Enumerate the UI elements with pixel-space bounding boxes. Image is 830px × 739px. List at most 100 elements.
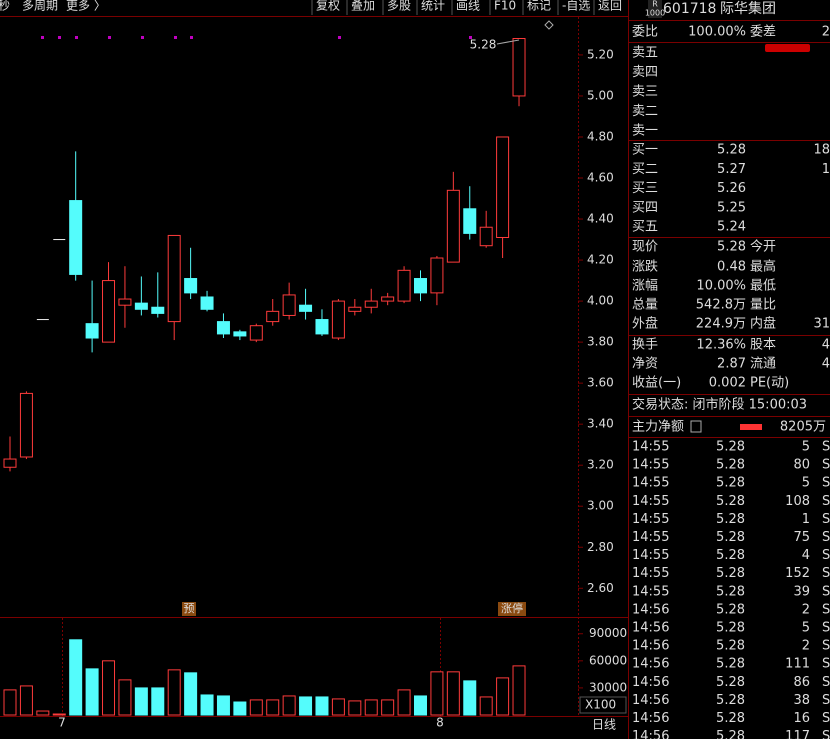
quote-cell: 5.27 xyxy=(717,162,746,177)
quote-cell: 买五 xyxy=(632,220,658,235)
y-tick-label: 4.40 xyxy=(587,212,614,226)
quote-cell: 5.28 xyxy=(716,566,745,581)
quote-cell: 5.25 xyxy=(717,200,746,215)
quote-cell: 内盘 xyxy=(750,316,776,332)
y-tick-label: 3.40 xyxy=(587,417,614,431)
quote-cell: 14:56 xyxy=(632,693,669,708)
quote-cell: 108 xyxy=(785,494,810,509)
quote-cell: 买一 xyxy=(632,143,658,158)
y-tick-label: 3.20 xyxy=(587,458,614,472)
quote-cell: 100.00% xyxy=(688,25,746,40)
quote-cell: 换手 xyxy=(632,338,658,353)
quote-cell: S xyxy=(822,476,830,491)
volume-bar xyxy=(414,695,427,716)
quote-cell: 75 xyxy=(793,530,810,545)
volume-bar xyxy=(299,696,313,716)
quote-cell: 股本 xyxy=(750,338,776,353)
volume-bar xyxy=(118,679,132,716)
volume-bar xyxy=(184,672,198,716)
quote-cell: S xyxy=(822,621,830,636)
quote-cell: 5.28 xyxy=(716,693,745,708)
quote-cell: S xyxy=(822,530,830,545)
candle-body xyxy=(331,300,345,339)
quote-cell: 5.28 xyxy=(716,675,745,690)
quote-cell: S xyxy=(822,584,830,599)
period-button[interactable]: 日线 xyxy=(592,718,616,732)
quote-cell: 买三 xyxy=(632,181,658,196)
toolbar-button[interactable]: 画线 xyxy=(456,0,480,13)
quote-cell: 39 xyxy=(793,584,810,599)
toolbar-item[interactable]: 更多 〉 xyxy=(66,0,106,13)
y-tick-label: 5.20 xyxy=(587,47,614,61)
candle-body xyxy=(19,392,33,458)
candle-body xyxy=(266,310,280,323)
quote-cell: 31 xyxy=(813,317,830,332)
flow-bar xyxy=(740,424,762,430)
volume-bar xyxy=(36,710,50,716)
quote-cell: 14:56 xyxy=(632,711,669,726)
quote-cell: 5.28 xyxy=(716,530,745,545)
quote-cell: 14:56 xyxy=(632,639,669,654)
volume-bar xyxy=(167,669,181,716)
y-tick-label: 2.60 xyxy=(587,581,614,595)
badge-sub: 1000 xyxy=(645,9,665,18)
quote-cell: 5.28 xyxy=(716,711,745,726)
toolbar-button[interactable]: 统计 xyxy=(421,0,445,13)
quote-cell: S xyxy=(822,693,830,708)
quote-cell: 委差 xyxy=(750,25,776,40)
toolbar-item[interactable]: 多周期 xyxy=(22,0,58,13)
toolbar-button[interactable]: 叠加 xyxy=(351,0,375,13)
unit-label: X100 xyxy=(585,698,616,712)
quote-cell: 1 xyxy=(802,512,810,527)
volume-bar xyxy=(102,660,116,716)
toolbar-button[interactable]: 多股 xyxy=(387,0,411,13)
candle-body xyxy=(512,38,526,97)
signal-dots xyxy=(41,36,472,39)
quote-cell: S xyxy=(822,602,830,617)
candle-body xyxy=(299,304,313,312)
quote-cell: S xyxy=(822,639,830,654)
quote-cell: S xyxy=(822,729,830,739)
volume-bar xyxy=(282,695,296,716)
toolbar-button[interactable]: F10 xyxy=(494,0,516,13)
tag: 涨停 xyxy=(501,601,523,615)
volume-bar xyxy=(249,699,263,716)
y-tick-label: 90000 xyxy=(589,626,627,640)
volume-bar xyxy=(496,677,510,716)
badge xyxy=(648,0,662,18)
toolbar-button[interactable]: 标记 xyxy=(527,0,551,13)
candle-body xyxy=(184,278,198,294)
candle-body xyxy=(216,321,230,335)
status: 交易状态: 闭市阶段 15:00:03 xyxy=(632,397,807,413)
annotation-arrow xyxy=(496,39,520,45)
candle-body xyxy=(381,296,395,302)
volume-bar xyxy=(348,700,362,716)
quote-cell: 涨幅 xyxy=(632,279,658,294)
quote-cell: 542.8万 xyxy=(696,298,746,313)
y-tick-label: 5.00 xyxy=(587,88,614,102)
candle-body xyxy=(479,226,493,247)
quote-cell: 总量 xyxy=(632,298,658,313)
quote-cell: 5.28 xyxy=(716,512,745,527)
quote-cell: 5.24 xyxy=(717,220,746,235)
volume-bar xyxy=(446,671,460,716)
candle-body xyxy=(249,325,263,341)
quote-cell: 111 xyxy=(785,657,810,672)
quote-cell: 14:56 xyxy=(632,729,669,739)
quote-cell: 净资 xyxy=(632,357,658,372)
candle-body xyxy=(348,306,362,312)
toolbar-button[interactable]: 复权 xyxy=(316,0,340,13)
quote-cell: 5.28 xyxy=(716,494,745,509)
quote-cell: 外盘 xyxy=(632,316,658,332)
y-tick-label: 3.00 xyxy=(587,499,614,513)
sell-label: 卖三 xyxy=(632,85,658,100)
quote-cell: S xyxy=(822,675,830,690)
candle-body xyxy=(134,302,148,310)
volume-bar xyxy=(151,687,165,716)
quote-cell: 5.28 xyxy=(716,440,745,455)
toolbar-button[interactable]: -自选 xyxy=(562,0,590,13)
toolbar-item[interactable]: 秒 xyxy=(0,0,10,13)
toolbar-button[interactable]: 返回 xyxy=(598,0,622,13)
quote-cell: 4 xyxy=(822,338,830,353)
quote-cell: 流通 xyxy=(750,357,776,372)
